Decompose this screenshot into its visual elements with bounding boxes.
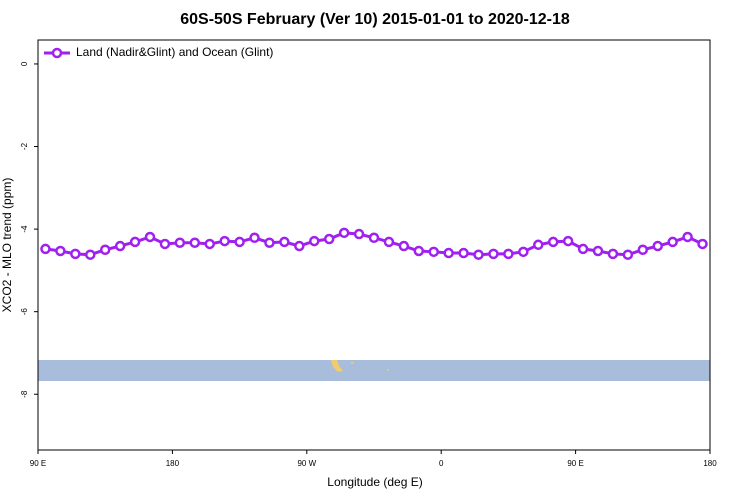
land-patch [387, 369, 389, 371]
data-point [488, 248, 499, 260]
data-point [85, 249, 96, 260]
legend-marker [51, 47, 63, 59]
data-point [99, 244, 111, 255]
x-tick-label: 180 [703, 459, 717, 468]
data-point [114, 240, 126, 252]
data-point [159, 238, 171, 250]
data-point [129, 236, 141, 248]
y-tick-label: -6 [20, 308, 29, 316]
data-point [249, 232, 260, 244]
x-tick-label: 0 [439, 459, 444, 468]
plot-frame [37, 39, 711, 451]
y-tick-label: -8 [20, 390, 29, 398]
data-point [70, 248, 81, 260]
data-point [533, 239, 544, 251]
data-point [503, 248, 514, 260]
data-point [577, 243, 589, 255]
data-point [398, 240, 410, 252]
data-point [562, 235, 574, 247]
data-point [144, 231, 156, 243]
chart-title: 60S-50S February (Ver 10) 2015-01-01 to … [180, 11, 570, 28]
x-tick-label: 90 W [297, 459, 316, 468]
data-point [667, 236, 678, 248]
y-tick-label: -4 [20, 225, 29, 233]
data-point [40, 243, 51, 255]
data-point [697, 238, 708, 250]
data-point [652, 240, 663, 252]
data-point [294, 240, 305, 252]
data-point [353, 228, 365, 240]
data-point [264, 237, 275, 248]
data-point [682, 231, 693, 243]
land-patch [331, 360, 343, 372]
data-point [383, 236, 395, 248]
data-point [443, 247, 454, 259]
data-point [518, 246, 529, 258]
y-tick-label: 0 [20, 61, 29, 66]
legend-label: Land (Nadir&Glint) and Ocean (Glint) [76, 45, 273, 59]
data-point [622, 249, 634, 260]
data-point [458, 247, 469, 259]
data-point [204, 238, 215, 250]
data-point [174, 237, 186, 248]
data-point [428, 246, 439, 258]
data-point [219, 235, 230, 247]
data-point [607, 248, 619, 260]
map-band [38, 360, 710, 381]
y-axis-label: XCO2 - MLO trend (ppm) [0, 178, 14, 313]
data-point [368, 232, 380, 244]
data-point [473, 249, 484, 260]
x-tick-label: 180 [166, 459, 180, 468]
land-patch [351, 362, 354, 364]
data-point [234, 236, 245, 248]
data-point [323, 233, 335, 245]
data-point [309, 235, 320, 247]
data-point [592, 245, 604, 257]
x-axis-label: Longitude (deg E) [327, 475, 422, 489]
data-point [189, 237, 201, 248]
y-tick-label: -2 [20, 142, 29, 150]
data-point [55, 245, 66, 257]
x-tick-label: 90 E [30, 459, 46, 468]
x-tick-label: 90 E [567, 459, 583, 468]
data-point [279, 236, 290, 248]
data-point [547, 236, 559, 248]
data-point [413, 245, 425, 257]
data-point [637, 244, 649, 255]
data-point [338, 227, 350, 239]
